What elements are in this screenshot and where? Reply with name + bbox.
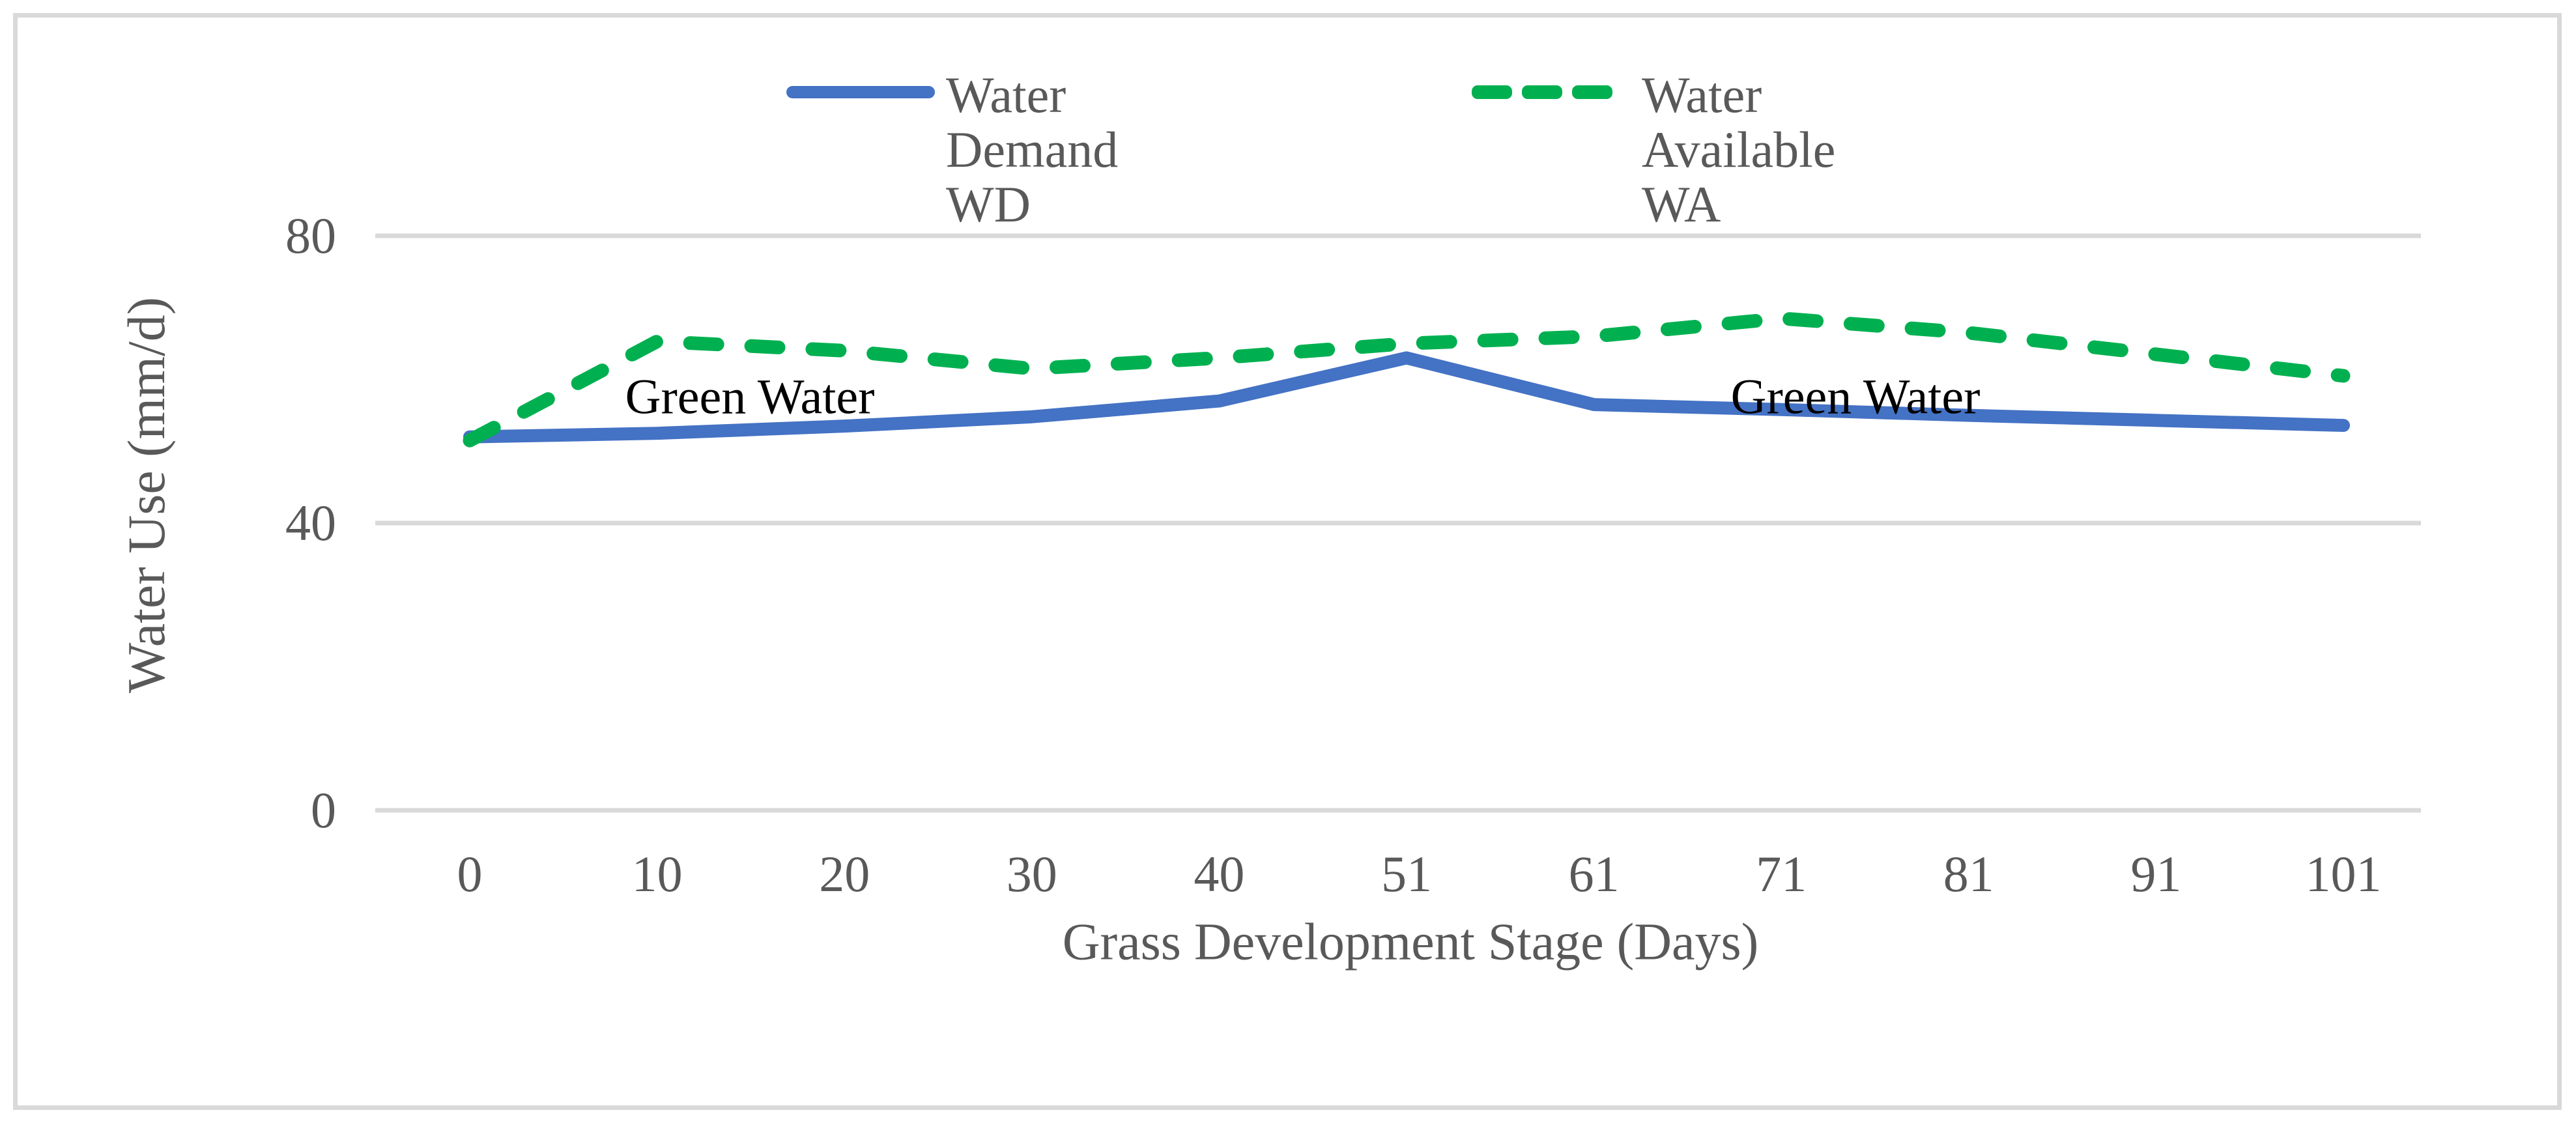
gridlines bbox=[375, 233, 2421, 813]
water-demand-legend-marker-icon bbox=[786, 86, 935, 98]
water-available-legend-marker-icon bbox=[1572, 85, 1612, 99]
legend-label-line2: WD bbox=[946, 176, 1031, 233]
water-available-line bbox=[463, 311, 2351, 448]
legend-label-line1: Water Available bbox=[1642, 66, 1836, 178]
x-tick-label: 51 bbox=[1381, 846, 1432, 902]
water-available-legend-marker-icon bbox=[1522, 85, 1562, 99]
x-tick-label: 81 bbox=[1943, 846, 1994, 902]
water-demand-legend-label: Water Demand WD bbox=[946, 68, 1118, 232]
y-axis-title: Water Use (mm/d) bbox=[117, 296, 176, 694]
water-demand-line bbox=[463, 351, 2350, 444]
x-tick-label: 20 bbox=[819, 846, 870, 902]
x-tick-label: 71 bbox=[1756, 846, 1807, 902]
x-tick-label: 40 bbox=[1194, 846, 1245, 902]
water-available-legend-label: Water Available WA bbox=[1642, 68, 1835, 232]
green-water-annotation-right: Green Water bbox=[1730, 369, 1981, 425]
x-tick-label: 30 bbox=[1006, 846, 1057, 902]
legend-label-line2: WA bbox=[1642, 176, 1721, 233]
water-available-legend-marker-icon bbox=[1472, 85, 1512, 99]
legend-label-line1: Water Demand bbox=[946, 66, 1119, 178]
x-tick-label: 0 bbox=[457, 846, 483, 902]
chart-border bbox=[13, 13, 2562, 1110]
x-tick-label: 91 bbox=[2130, 846, 2182, 902]
y-tick-label: 80 bbox=[285, 207, 336, 264]
y-tick-label: 0 bbox=[311, 782, 336, 838]
x-tick-label: 61 bbox=[1568, 846, 1620, 902]
x-tick-label: 101 bbox=[2305, 846, 2382, 902]
y-tick-label: 40 bbox=[285, 494, 336, 551]
x-axis-title: Grass Development Stage (Days) bbox=[1062, 913, 1759, 971]
x-tick-label: 10 bbox=[631, 846, 683, 902]
green-water-annotation-left: Green Water bbox=[625, 369, 875, 425]
